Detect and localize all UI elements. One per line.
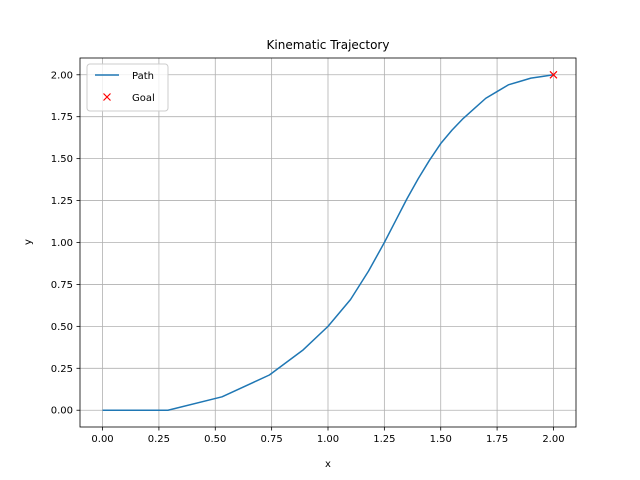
goal-marker xyxy=(549,70,558,79)
x-tick-label: 0.00 xyxy=(91,434,113,445)
y-axis-ticks: 0.00 0.25 0.50 0.75 1.00 1.25 1.50 1.75 2.00 xyxy=(51,70,80,417)
y-tick-label: 1.00 xyxy=(51,238,73,249)
legend-path-label: Path xyxy=(132,71,154,82)
y-tick-label: 0.75 xyxy=(51,280,73,291)
y-axis-label: y xyxy=(23,239,34,245)
grid xyxy=(80,58,576,427)
y-tick-label: 0.50 xyxy=(51,322,73,333)
x-tick-label: 0.75 xyxy=(261,434,283,445)
y-tick-label: 0.00 xyxy=(51,406,73,417)
legend-box xyxy=(86,63,169,112)
x-tick-label: 1.50 xyxy=(430,434,452,445)
y-tick-label: 1.50 xyxy=(51,154,73,165)
x-tick-label: 2.00 xyxy=(542,434,564,445)
x-tick-label: 0.25 xyxy=(148,434,170,445)
series-layer xyxy=(102,70,558,411)
y-tick-label: 2.00 xyxy=(51,70,73,81)
x-tick-label: 0.50 xyxy=(204,434,226,445)
legend-goal-label: Goal xyxy=(132,93,155,104)
chart-title: Kinematic Trajectory xyxy=(267,38,390,52)
y-tick-label: 0.25 xyxy=(51,364,73,375)
legend: Path Goal xyxy=(86,63,169,112)
x-axis-ticks: 0.00 0.25 0.50 0.75 1.00 1.25 1.50 1.75 2.00 xyxy=(91,427,565,445)
y-tick-label: 1.75 xyxy=(51,112,73,123)
x-tick-label: 1.75 xyxy=(486,434,508,445)
x-axis-label: x xyxy=(325,459,331,470)
legend-goal-marker xyxy=(103,93,111,101)
x-tick-label: 1.00 xyxy=(317,434,339,445)
y-tick-label: 1.25 xyxy=(51,196,73,207)
x-tick-label: 1.25 xyxy=(373,434,395,445)
path-line xyxy=(102,74,554,411)
